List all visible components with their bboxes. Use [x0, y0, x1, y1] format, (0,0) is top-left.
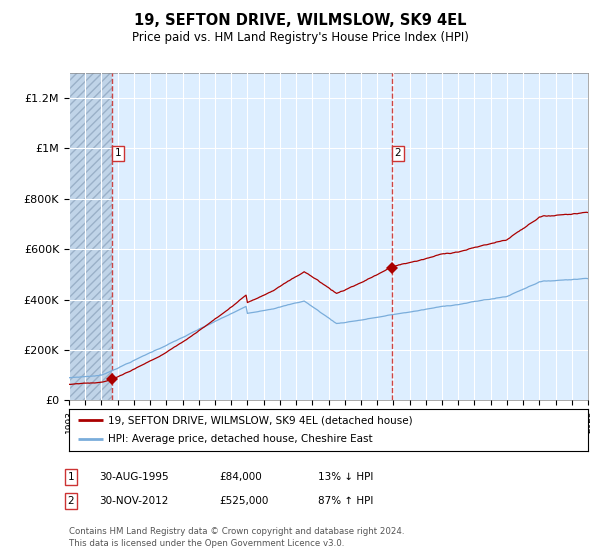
Text: 30-NOV-2012: 30-NOV-2012 [99, 496, 169, 506]
Text: Price paid vs. HM Land Registry's House Price Index (HPI): Price paid vs. HM Land Registry's House … [131, 31, 469, 44]
Text: 19, SEFTON DRIVE, WILMSLOW, SK9 4EL (detached house): 19, SEFTON DRIVE, WILMSLOW, SK9 4EL (det… [108, 415, 413, 425]
Text: 30-AUG-1995: 30-AUG-1995 [99, 472, 169, 482]
Text: 2: 2 [67, 496, 74, 506]
Text: 87% ↑ HPI: 87% ↑ HPI [318, 496, 373, 506]
Text: Contains HM Land Registry data © Crown copyright and database right 2024.
This d: Contains HM Land Registry data © Crown c… [69, 527, 404, 548]
Text: £525,000: £525,000 [219, 496, 268, 506]
Bar [69, 73, 112, 400]
Text: HPI: Average price, detached house, Cheshire East: HPI: Average price, detached house, Ches… [108, 435, 373, 445]
Text: 1: 1 [115, 148, 121, 158]
Text: 13% ↓ HPI: 13% ↓ HPI [318, 472, 373, 482]
Text: 19, SEFTON DRIVE, WILMSLOW, SK9 4EL: 19, SEFTON DRIVE, WILMSLOW, SK9 4EL [134, 13, 466, 28]
Text: 2: 2 [395, 148, 401, 158]
Text: 1: 1 [67, 472, 74, 482]
Text: £84,000: £84,000 [219, 472, 262, 482]
